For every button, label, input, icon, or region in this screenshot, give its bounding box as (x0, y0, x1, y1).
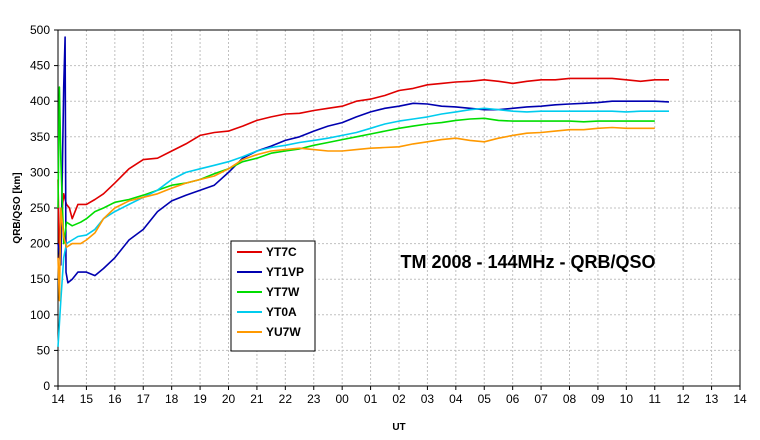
y-tick-label: 300 (30, 165, 50, 179)
y-axis-title: QRB/QSO [km] (12, 172, 23, 243)
x-tick-label: 14 (733, 392, 747, 406)
legend-label-yt1vp: YT1VP (266, 265, 304, 279)
x-tick-label: 09 (591, 392, 605, 406)
x-axis-ticks: 14 15 16 17 18 19 20 21 22 23 00 01 02 03 04 05 06 07 08 09… (51, 386, 747, 406)
x-tick-label: 13 (705, 392, 719, 406)
series-line-yt1vp (57, 36, 670, 284)
x-tick-label: 18 (165, 392, 179, 406)
series-line-yu7w (57, 126, 655, 302)
x-tick-label: 00 (335, 392, 349, 406)
x-tick-label: 21 (250, 392, 264, 406)
x-tick-label: 15 (80, 392, 94, 406)
legend-label-yt7w: YT7W (266, 285, 300, 299)
y-tick-label: 250 (30, 201, 50, 215)
y-axis-ticks: 0 50 100 150 200 250 300 350 400 450 500 (30, 23, 58, 393)
x-tick-label: 10 (620, 392, 634, 406)
x-tick-label: 06 (506, 392, 520, 406)
x-tick-label: 12 (676, 392, 690, 406)
y-tick-label: 350 (30, 130, 50, 144)
x-tick-label: 19 (193, 392, 207, 406)
x-tick-label: 20 (222, 392, 236, 406)
y-tick-label: 500 (30, 23, 50, 37)
legend-label-yu7w: YU7W (266, 325, 301, 339)
x-tick-label: 04 (449, 392, 463, 406)
x-tick-label: 23 (307, 392, 321, 406)
y-tick-label: 100 (30, 308, 50, 322)
x-tick-label: 02 (392, 392, 406, 406)
x-tick-label: 17 (137, 392, 151, 406)
x-axis-title: UT (392, 422, 405, 433)
x-tick-label: 22 (279, 392, 293, 406)
legend-label-yt7c: YT7C (266, 245, 297, 259)
series-layer (57, 36, 670, 347)
x-tick-label: 16 (108, 392, 122, 406)
y-tick-label: 0 (43, 379, 50, 393)
x-tick-label: 08 (563, 392, 577, 406)
series-line-yt7w (57, 86, 655, 245)
x-tick-label: 01 (364, 392, 378, 406)
chart-title: TM 2008 - 144MHz - QRB/QSO (400, 252, 655, 272)
y-tick-label: 150 (30, 272, 50, 286)
legend-label-yt0a: YT0A (266, 305, 297, 319)
y-tick-label: 200 (30, 237, 50, 251)
y-tick-label: 400 (30, 94, 50, 108)
x-tick-label: 05 (478, 392, 492, 406)
x-tick-label: 14 (51, 392, 65, 406)
y-tick-label: 50 (37, 343, 51, 357)
legend: YT7C YT1VP YT7W YT0A YU7W (230, 240, 316, 352)
x-tick-label: 11 (649, 392, 662, 406)
x-tick-label: 03 (421, 392, 435, 406)
series-line-yt7c (57, 77, 669, 259)
x-tick-label: 07 (534, 392, 548, 406)
y-tick-label: 450 (30, 59, 50, 73)
